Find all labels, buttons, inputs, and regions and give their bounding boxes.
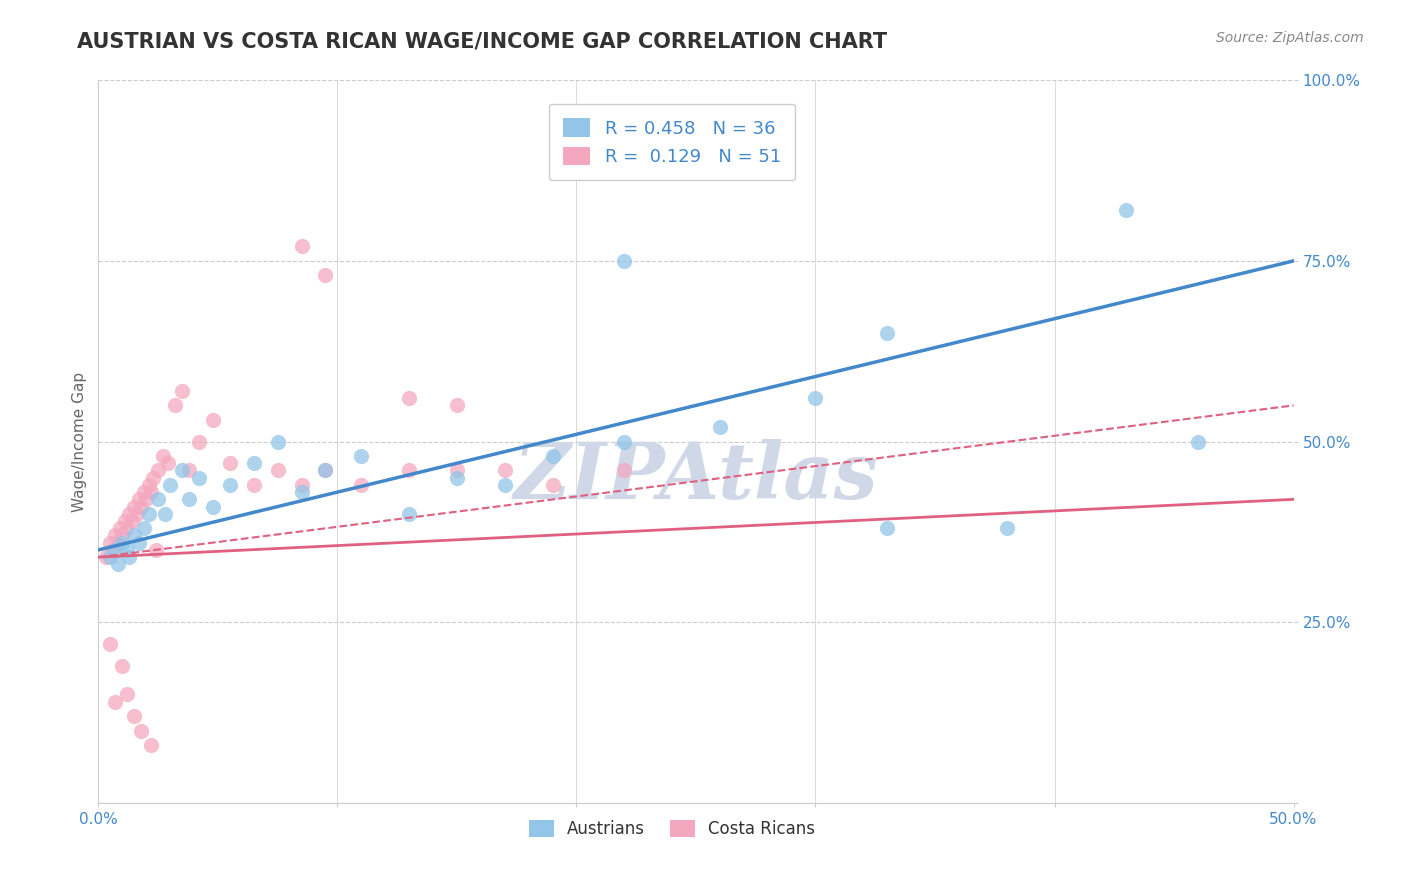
Point — [101, 542, 124, 557]
Point — [135, 492, 157, 507]
Point — [1187, 434, 1209, 449]
Point — [128, 492, 150, 507]
Point — [139, 738, 162, 752]
Point — [132, 485, 155, 500]
Text: AUSTRIAN VS COSTA RICAN WAGE/INCOME GAP CORRELATION CHART: AUSTRIAN VS COSTA RICAN WAGE/INCOME GAP … — [77, 31, 887, 51]
Point — [148, 492, 170, 507]
Point — [131, 723, 153, 738]
Point — [494, 478, 516, 492]
Point — [125, 507, 148, 521]
Point — [104, 528, 127, 542]
Point — [148, 463, 170, 477]
Point — [145, 542, 167, 557]
Point — [541, 478, 564, 492]
Point — [350, 478, 373, 492]
Point — [118, 550, 141, 565]
Point — [124, 709, 146, 723]
Point — [111, 528, 134, 542]
Point — [446, 398, 468, 412]
Point — [98, 550, 122, 565]
Point — [131, 500, 153, 514]
Point — [202, 413, 225, 427]
Point — [315, 463, 337, 477]
Point — [291, 239, 314, 253]
Point — [111, 535, 134, 549]
Point — [876, 521, 898, 535]
Point — [179, 463, 201, 477]
Point — [142, 470, 165, 484]
Point — [613, 434, 636, 449]
Y-axis label: Wage/Income Gap: Wage/Income Gap — [72, 371, 87, 512]
Point — [243, 456, 266, 470]
Point — [202, 500, 225, 514]
Point — [804, 391, 827, 405]
Point — [187, 470, 209, 484]
Point — [152, 449, 174, 463]
Point — [98, 535, 122, 549]
Point — [124, 528, 146, 542]
Text: Source: ZipAtlas.com: Source: ZipAtlas.com — [1216, 31, 1364, 45]
Point — [613, 253, 636, 268]
Point — [709, 420, 731, 434]
Point — [118, 507, 141, 521]
Point — [156, 456, 179, 470]
Point — [446, 470, 468, 484]
Point — [159, 478, 181, 492]
Point — [613, 463, 636, 477]
Point — [124, 500, 146, 514]
Point — [163, 398, 186, 412]
Point — [98, 637, 122, 651]
Point — [139, 485, 162, 500]
Point — [494, 463, 516, 477]
Point — [115, 687, 138, 701]
Point — [398, 463, 420, 477]
Point — [995, 521, 1018, 535]
Point — [291, 485, 314, 500]
Point — [172, 384, 194, 398]
Point — [446, 463, 468, 477]
Point — [128, 535, 150, 549]
Point — [350, 449, 373, 463]
Point — [267, 463, 290, 477]
Point — [243, 478, 266, 492]
Point — [541, 449, 564, 463]
Point — [132, 521, 155, 535]
Point — [121, 514, 143, 528]
Point — [1115, 203, 1137, 218]
Point — [179, 492, 201, 507]
Point — [291, 478, 314, 492]
Legend: Austrians, Costa Ricans: Austrians, Costa Ricans — [522, 814, 823, 845]
Text: ZIPAtlas: ZIPAtlas — [513, 440, 879, 516]
Point — [219, 478, 242, 492]
Point — [108, 521, 131, 535]
Point — [107, 558, 129, 572]
Point — [104, 695, 127, 709]
Point — [398, 507, 420, 521]
Point — [267, 434, 290, 449]
Point — [115, 521, 138, 535]
Point — [172, 463, 194, 477]
Point — [114, 514, 136, 528]
Point — [219, 456, 242, 470]
Point — [138, 478, 160, 492]
Point — [315, 268, 337, 283]
Point — [104, 542, 127, 557]
Point — [155, 507, 177, 521]
Point — [876, 326, 898, 340]
Point — [315, 463, 337, 477]
Point — [107, 535, 129, 549]
Point — [94, 550, 117, 565]
Point — [138, 507, 160, 521]
Point — [398, 391, 420, 405]
Point — [187, 434, 209, 449]
Point — [115, 542, 138, 557]
Point — [111, 658, 134, 673]
